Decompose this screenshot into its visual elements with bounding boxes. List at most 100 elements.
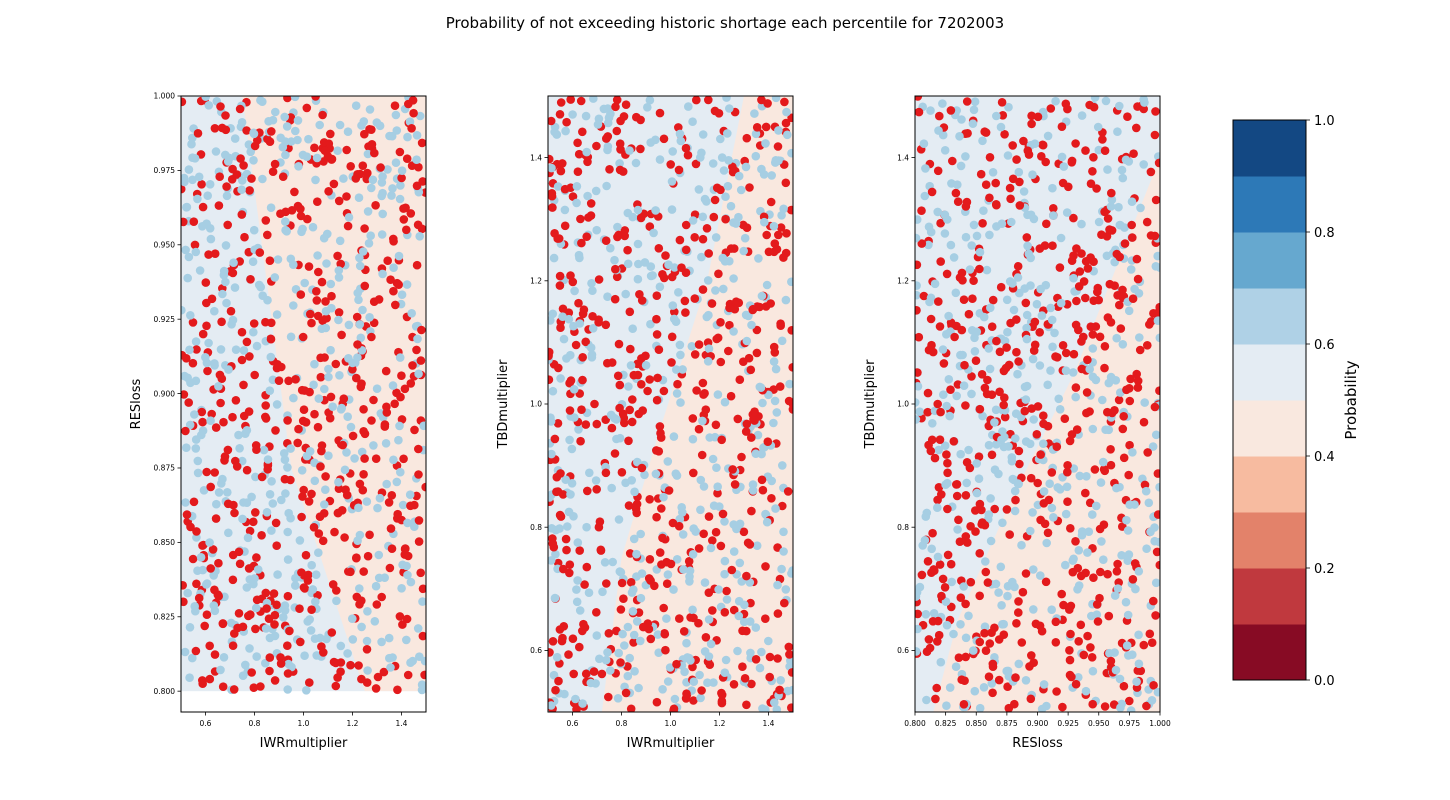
failure-point: [624, 501, 634, 510]
success-point: [936, 657, 946, 667]
success-point: [1010, 582, 1019, 592]
success-point: [378, 209, 388, 219]
failure-point: [711, 527, 721, 537]
failure-point: [983, 375, 992, 385]
success-point: [782, 107, 791, 117]
success-point: [991, 579, 1001, 589]
success-point: [383, 165, 392, 174]
success-point: [1045, 479, 1054, 489]
success-point: [298, 150, 308, 160]
failure-point: [321, 472, 330, 481]
success-point: [582, 147, 591, 157]
success-point: [772, 408, 782, 417]
failure-point: [330, 527, 339, 537]
success-point: [610, 255, 619, 265]
failure-point: [607, 423, 617, 433]
success-point: [986, 303, 995, 313]
success-point: [1011, 434, 1020, 443]
success-point: [1010, 506, 1020, 516]
failure-point: [981, 646, 991, 655]
failure-point: [717, 698, 727, 708]
success-point: [689, 677, 699, 686]
success-point: [978, 136, 987, 146]
failure-point: [1005, 530, 1014, 539]
success-point: [1124, 550, 1134, 559]
failure-point: [1149, 596, 1158, 606]
success-point: [678, 365, 687, 374]
failure-point: [1003, 682, 1012, 691]
failure-point: [302, 103, 312, 113]
failure-point: [971, 356, 981, 366]
scatter-panel-tbd-vs-iwr: 0.6 0.8 1.0 1.2 1.40.60.81.01.21.4IWRmultipl…: [496, 95, 794, 751]
success-point: [759, 170, 769, 179]
success-point: [636, 529, 645, 539]
failure-point: [936, 257, 945, 266]
success-point: [1003, 591, 1012, 601]
success-point: [563, 522, 572, 531]
failure-point: [947, 602, 956, 612]
success-point: [218, 474, 227, 484]
failure-point: [299, 405, 309, 415]
failure-point: [307, 318, 316, 328]
success-point: [1088, 344, 1098, 353]
failure-point: [637, 296, 647, 305]
success-point: [377, 637, 386, 647]
success-point: [1047, 503, 1057, 513]
failure-point: [402, 614, 412, 624]
failure-point: [690, 294, 700, 303]
success-point: [762, 517, 772, 527]
success-point: [350, 454, 359, 463]
y-tick-label: 0.850: [154, 538, 176, 547]
failure-point: [346, 660, 355, 670]
failure-point: [664, 486, 674, 495]
failure-point: [935, 435, 945, 445]
success-point: [397, 290, 407, 300]
success-point: [961, 633, 971, 643]
success-point: [685, 577, 694, 586]
failure-point: [573, 138, 582, 148]
failure-point: [399, 454, 408, 464]
success-point: [929, 609, 939, 618]
failure-point: [578, 127, 587, 137]
failure-point: [1065, 655, 1075, 665]
success-point: [626, 361, 636, 370]
success-point: [354, 193, 364, 202]
failure-point: [1106, 460, 1116, 470]
success-point: [548, 386, 558, 396]
success-point: [548, 701, 556, 710]
failure-point: [655, 548, 665, 557]
failure-point: [181, 217, 188, 227]
success-point: [355, 320, 365, 329]
failure-point: [652, 314, 661, 324]
failure-point: [399, 204, 408, 213]
failure-point: [1103, 407, 1112, 417]
failure-point: [1115, 252, 1124, 262]
failure-point: [1014, 597, 1023, 606]
failure-point: [395, 612, 405, 621]
failure-point: [1151, 611, 1160, 620]
success-point: [717, 153, 727, 162]
failure-point: [198, 202, 208, 212]
failure-point: [582, 562, 592, 572]
success-point: [1013, 369, 1022, 379]
failure-point: [1040, 519, 1050, 529]
failure-point: [701, 405, 711, 415]
failure-point: [324, 187, 333, 196]
success-point: [592, 225, 601, 235]
failure-point: [718, 509, 728, 519]
success-point: [646, 262, 656, 271]
success-point: [346, 422, 356, 432]
success-point: [272, 310, 282, 319]
success-point: [561, 475, 570, 485]
success-point: [389, 263, 398, 273]
failure-point: [1023, 146, 1033, 155]
success-point: [613, 222, 622, 232]
failure-point: [619, 112, 629, 121]
failure-point: [342, 192, 351, 201]
success-point: [981, 557, 990, 566]
failure-point: [205, 674, 215, 684]
probability-region-low: [242, 96, 426, 692]
success-point: [1023, 241, 1032, 251]
failure-point: [959, 295, 969, 305]
failure-point: [389, 237, 398, 246]
